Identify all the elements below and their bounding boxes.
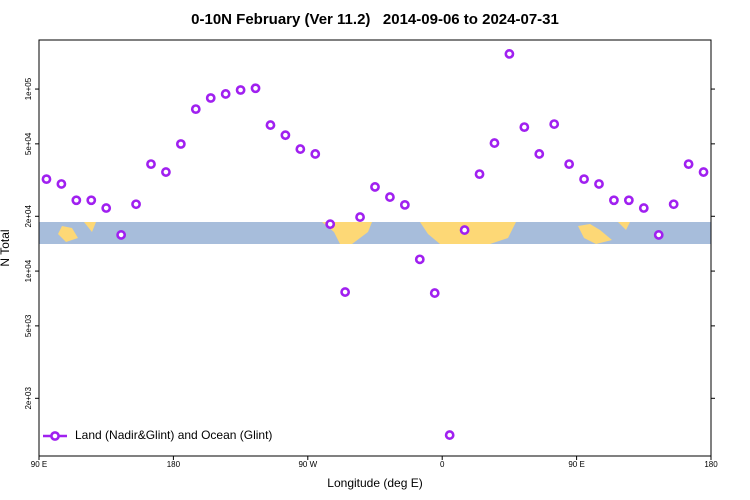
plot-frame — [38, 39, 712, 457]
point — [579, 174, 589, 185]
y-tick-label: 1e+04 — [24, 259, 33, 282]
point — [295, 144, 306, 154]
chart-title: 0-10N February (Ver 11.2) 2014-09-06 to … — [191, 11, 559, 28]
point — [71, 195, 82, 206]
point — [489, 138, 500, 148]
point — [564, 159, 575, 170]
point — [175, 139, 186, 149]
point — [668, 199, 679, 210]
point — [385, 192, 395, 202]
y-tick-label: 5e+04 — [24, 132, 33, 155]
x-axis-label: Longitude (deg E) — [327, 476, 422, 490]
point — [325, 219, 336, 230]
point — [474, 169, 485, 180]
point — [340, 287, 351, 297]
x-tick-label: 90 W — [298, 460, 317, 469]
x-tick-label: 90 E — [31, 460, 47, 469]
point — [41, 174, 52, 185]
point — [594, 179, 604, 189]
point — [280, 130, 291, 141]
point — [534, 149, 545, 159]
point — [698, 167, 709, 177]
point — [131, 199, 141, 210]
point — [86, 195, 97, 206]
y-axis-label: N Total — [0, 229, 12, 266]
point — [683, 159, 694, 170]
point — [549, 119, 560, 129]
point — [459, 225, 470, 235]
x-tick-label: 180 — [167, 460, 181, 469]
point — [101, 203, 112, 213]
y-tick-label: 2e+03 — [24, 387, 33, 410]
point — [146, 159, 156, 170]
point — [609, 195, 619, 206]
y-tick-label: 1e+05 — [24, 77, 33, 100]
point — [444, 430, 455, 440]
point — [250, 83, 261, 94]
x-tick-label: 90 E — [568, 460, 584, 469]
point — [504, 49, 515, 59]
point — [355, 212, 365, 222]
x-tick-label: 0 — [440, 460, 445, 469]
point — [623, 195, 634, 206]
point — [205, 93, 216, 103]
point — [638, 203, 649, 213]
point — [519, 122, 530, 133]
legend-label: Land (Nadir&Glint) and Ocean (Glint) — [75, 428, 272, 442]
legend-marker — [50, 431, 60, 441]
point — [370, 182, 380, 192]
point — [235, 85, 246, 95]
x-tick-label: 180 — [704, 460, 718, 469]
point — [653, 230, 664, 240]
point — [429, 288, 440, 298]
point — [56, 179, 67, 189]
point — [161, 167, 171, 177]
y-tick-label: 2e+04 — [24, 205, 33, 228]
point — [414, 254, 425, 265]
y-tick-label: 5e+03 — [24, 314, 33, 337]
point — [310, 149, 321, 159]
point — [399, 199, 410, 210]
point — [190, 104, 201, 115]
map-strip — [39, 222, 711, 244]
point — [220, 89, 231, 99]
point — [116, 230, 127, 240]
point — [265, 120, 276, 130]
